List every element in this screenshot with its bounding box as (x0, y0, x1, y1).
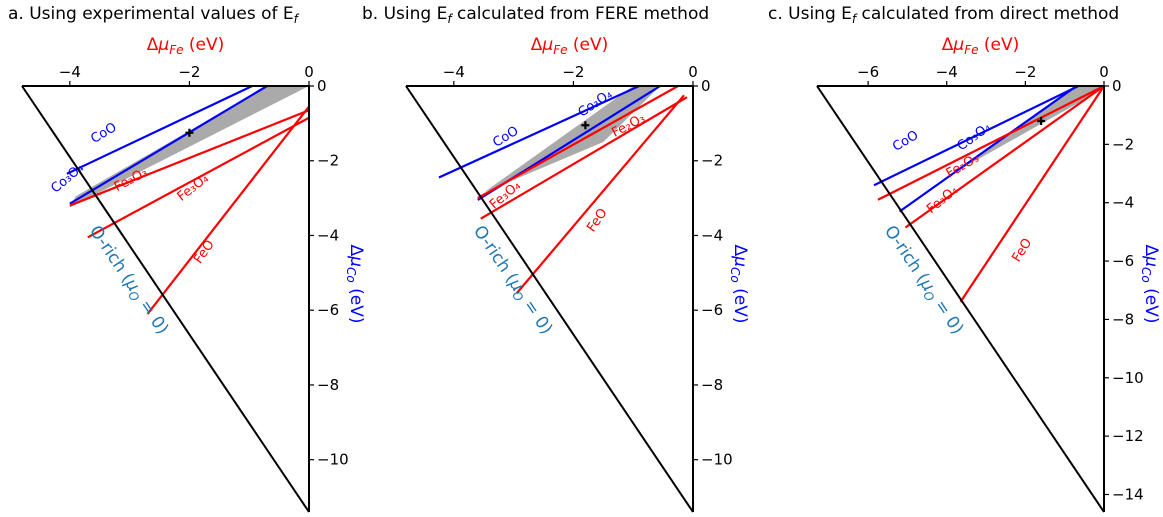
y-tick-label: −8 (317, 376, 339, 394)
y-tick-label: 0 (317, 77, 327, 95)
series-label-CoO: CoO (890, 128, 921, 155)
y-axis-label: ΔμCo (eV) (1139, 245, 1161, 324)
y-tick-label: −4 (1112, 194, 1134, 212)
chart-title: a. Using experimental values of Ef (8, 4, 300, 26)
series-line-Fe₂O₃ (877, 85, 1105, 201)
series-label-CoO: CoO (88, 120, 119, 147)
y-tick-label: −10 (701, 451, 733, 469)
series-label-Co₃O₄: Co₃O₄ (48, 161, 87, 197)
x-axis-label: ΔμFe (eV) (531, 35, 609, 57)
y-tick-label: −6 (1112, 252, 1134, 270)
y-tick-label: −6 (701, 301, 723, 319)
x-tick-label: −4 (59, 63, 81, 81)
y-tick-label: −4 (317, 226, 339, 244)
series-line-Fe₂O₃ (69, 109, 310, 207)
o-rich-boundary-line (21, 85, 310, 513)
series-line-Co₃O₄ (69, 85, 268, 205)
series-label-FeO: FeO (191, 238, 218, 267)
x-tick-label: 0 (688, 63, 698, 81)
y-tick-label: −10 (1112, 369, 1144, 387)
y-tick-label: 0 (1112, 77, 1122, 95)
y-tick-label: −10 (317, 451, 349, 469)
series-line-FeO (515, 94, 685, 295)
series-line-FeO (146, 105, 310, 315)
series-line-Fe₃O₄ (87, 116, 310, 239)
x-tick-label: −2 (178, 63, 200, 81)
series-line-Fe₃O₄ (480, 96, 688, 220)
series-line-FeO (959, 85, 1105, 303)
series-line-Co₃O₄ (898, 85, 1078, 213)
y-axis-label: ΔμCo (eV) (344, 245, 366, 324)
x-tick-label: −4 (443, 63, 465, 81)
series-label-Fe₃O₄: Fe₃O₄ (175, 171, 212, 205)
x-tick-label: 0 (1099, 63, 1109, 81)
reference-marker (581, 121, 590, 130)
x-tick-label: 0 (304, 63, 314, 81)
y-tick-label: −6 (317, 301, 339, 319)
y-tick-label: −2 (701, 152, 723, 170)
series-line-Fe₃O₄ (904, 85, 1105, 229)
x-tick-label: −2 (562, 63, 584, 81)
y-tick-label: −2 (1112, 135, 1134, 153)
series-label-FeO: FeO (1009, 236, 1035, 265)
y-tick-label: −2 (317, 152, 339, 170)
series-label-Fe₃O₄: Fe₃O₄ (924, 183, 961, 217)
x-tick-label: −6 (857, 63, 879, 81)
o-rich-boundary-line (405, 85, 694, 513)
chart-panel-2: b. Using Ef calculated from FERE methodC… (362, 4, 750, 513)
stable-region (952, 86, 1104, 174)
x-axis-label: ΔμFe (eV) (942, 35, 1020, 57)
reference-marker (185, 128, 194, 137)
x-tick-label: −4 (936, 63, 958, 81)
x-tick-label: −2 (1014, 63, 1036, 81)
chart-title: b. Using Ef calculated from FERE method (362, 4, 709, 26)
chart-title: c. Using Ef calculated from direct metho… (768, 4, 1119, 26)
y-tick-label: −8 (1112, 310, 1134, 328)
o-rich-boundary-line (816, 85, 1105, 513)
o-rich-label: O-rich (μO = 0) (467, 222, 556, 339)
y-tick-label: −8 (701, 376, 723, 394)
y-axis-label: ΔμCo (eV) (728, 245, 750, 324)
series-line-CoO (873, 85, 1079, 187)
series-line-CoO (66, 85, 253, 175)
chart-panel-3: c. Using Ef calculated from direct metho… (768, 4, 1161, 513)
y-tick-label: −14 (1112, 485, 1144, 503)
stable-region (69, 86, 309, 208)
y-tick-label: −12 (1112, 427, 1144, 445)
series-line-CoO (438, 84, 640, 179)
o-rich-label: O-rich (μO = 0) (83, 222, 172, 339)
reference-marker (1037, 117, 1046, 126)
y-tick-label: 0 (701, 77, 711, 95)
chart-panel-1: a. Using experimental values of Ef CoOCo₃… (8, 4, 366, 513)
x-axis-label: ΔμFe (eV) (147, 35, 225, 57)
o-rich-label: O-rich (μO = 0) (878, 222, 967, 339)
series-line-Fe₂O₃ (477, 85, 679, 200)
y-tick-label: −4 (701, 226, 723, 244)
